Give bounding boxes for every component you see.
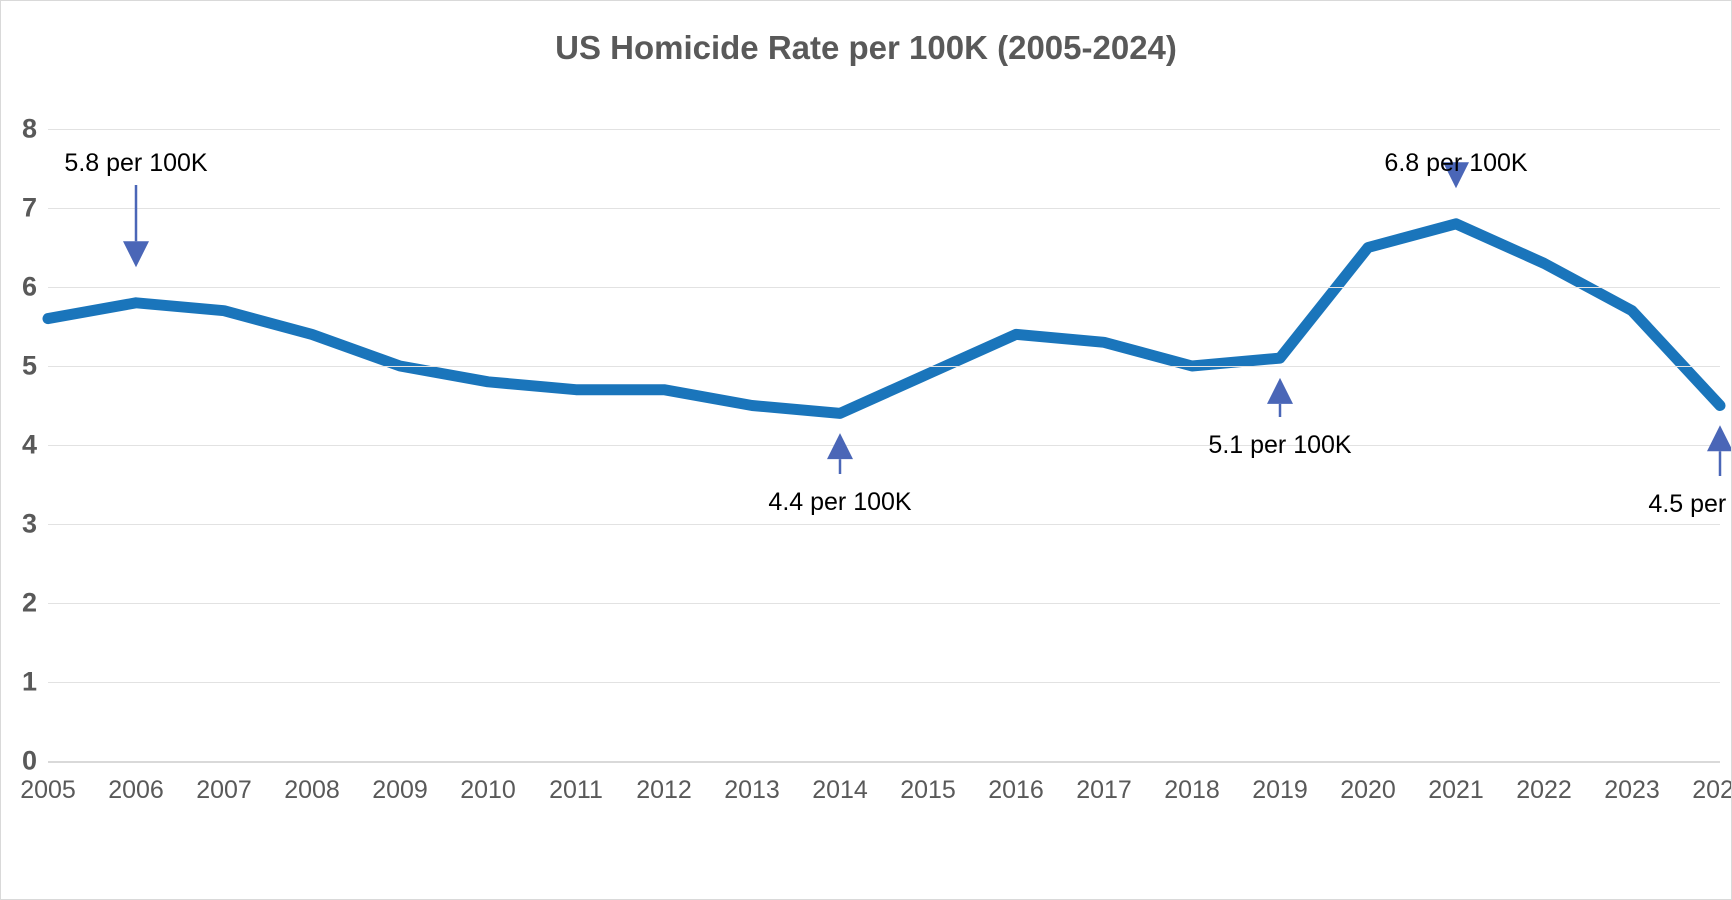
chart-title: US Homicide Rate per 100K (2005-2024) — [555, 29, 1177, 66]
x-axis-tick-label: 2005 — [20, 776, 76, 804]
y-axis-tick-label: 6 — [21, 271, 37, 302]
annotation-label: 4.5 per 100K — [1648, 490, 1731, 518]
y-axis-tick-label: 8 — [21, 113, 37, 144]
x-axis-tick-label: 2018 — [1164, 776, 1220, 804]
x-axis: 2005 2006 2007 2008 2009 2010 2011 2012 2013 2014… — [20, 776, 1731, 826]
x-axis-tick-label: 2007 — [196, 776, 252, 804]
y-axis-tick-label: 2 — [21, 587, 37, 618]
x-axis-tick-label: 2009 — [372, 776, 428, 804]
x-axis-tick-label: 2016 — [988, 776, 1044, 804]
x-axis-tick-label: 2021 — [1428, 776, 1484, 804]
gridline — [48, 682, 1720, 683]
x-axis-tick-label: 2015 — [900, 776, 956, 804]
y-axis-tick-label: 1 — [21, 666, 37, 697]
x-axis-tick-label: 2011 — [549, 776, 603, 804]
y-axis-tick-label: 5 — [21, 350, 37, 381]
gridline — [48, 287, 1720, 288]
annotation-label: 5.1 per 100K — [1208, 431, 1352, 459]
y-axis: 8 7 6 5 4 3 2 1 0 — [1, 114, 37, 776]
x-axis-tick-label: 2013 — [724, 776, 780, 804]
x-axis-tick-label: 2006 — [108, 776, 164, 804]
homicide-rate-line — [42, 218, 1726, 419]
annotation-label: 6.8 per 100K — [1384, 149, 1528, 177]
gridline — [48, 366, 1720, 367]
y-axis-tick-label: 0 — [21, 745, 37, 776]
x-axis-tick-label: 2019 — [1252, 776, 1308, 804]
x-axis-tick-label: 2017 — [1076, 776, 1132, 804]
annotation-label: 5.8 per 100K — [64, 149, 208, 177]
gridline — [48, 445, 1720, 446]
x-axis-tick-label: 2024 — [1692, 776, 1731, 804]
x-axis-tick-label: 2014 — [812, 776, 868, 804]
x-axis-tick-label: 2023 — [1604, 776, 1660, 804]
x-axis-tick-label: 2020 — [1340, 776, 1396, 804]
line-series — [42, 218, 1726, 419]
y-axis-tick-label: 3 — [21, 508, 37, 539]
gridline — [48, 524, 1720, 525]
y-axis-tick-label: 4 — [21, 429, 37, 460]
gridline — [48, 129, 1720, 130]
plot-area — [42, 129, 1726, 762]
y-axis-tick-label: 7 — [21, 192, 37, 223]
x-axis-tick-label: 2010 — [460, 776, 516, 804]
gridline — [48, 603, 1720, 604]
x-axis-line — [48, 761, 1720, 763]
annotation-label: 4.4 per 100K — [768, 488, 912, 516]
x-axis-tick-label: 2022 — [1516, 776, 1572, 804]
gridline — [48, 208, 1720, 209]
x-axis-tick-label: 2008 — [284, 776, 340, 804]
x-axis-tick-label: 2012 — [636, 776, 692, 804]
